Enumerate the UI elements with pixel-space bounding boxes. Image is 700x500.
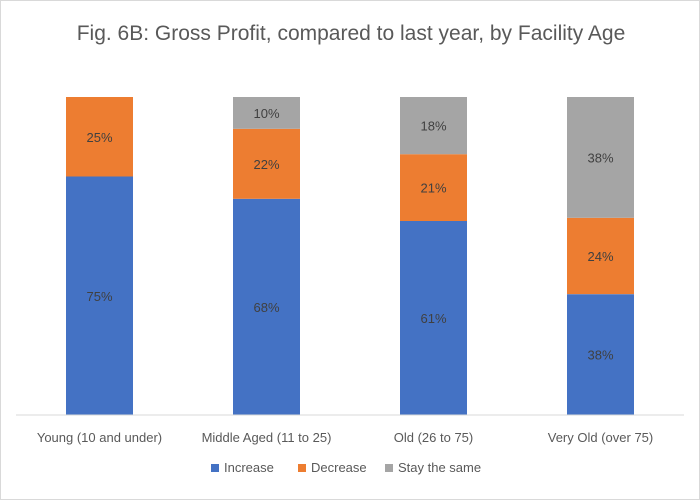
bar-decrease-2 <box>233 128 300 199</box>
bar-increase-2 <box>233 198 300 415</box>
data-label-increase-3: 61% <box>420 311 446 326</box>
x-tick-label-1: Young (10 and under) <box>37 430 162 445</box>
bar-stay-the-same-3 <box>400 97 467 155</box>
legend-swatch-increase <box>211 464 219 472</box>
x-tick-label-4: Very Old (over 75) <box>548 430 654 445</box>
legend-swatch-decrease <box>298 464 306 472</box>
bar-increase-3 <box>400 221 467 415</box>
bar-decrease-4 <box>567 217 634 295</box>
bar-increase-1 <box>66 176 133 415</box>
legend-swatch-stay-the-same <box>385 464 393 472</box>
bar-stay-the-same-4 <box>567 97 634 218</box>
data-label-increase-1: 75% <box>86 289 112 304</box>
bar-decrease-3 <box>400 154 467 221</box>
data-label-increase-4: 38% <box>587 348 613 363</box>
chart-title: Fig. 6B: Gross Profit, compared to last … <box>76 22 626 45</box>
data-label-decrease-4: 24% <box>587 249 613 264</box>
data-label-stay-the-same-2: 10% <box>253 106 279 121</box>
data-label-increase-2: 68% <box>253 300 279 315</box>
bar-decrease-1 <box>66 97 133 177</box>
legend-label-stay-the-same: Stay the same <box>398 460 481 475</box>
data-label-decrease-2: 22% <box>253 157 279 172</box>
data-label-decrease-1: 25% <box>86 130 112 145</box>
bar-increase-4 <box>567 294 634 415</box>
bar-stay-the-same-2 <box>233 97 300 129</box>
x-tick-label-3: Old (26 to 75) <box>394 430 474 445</box>
data-label-stay-the-same-3: 18% <box>420 119 446 134</box>
legend-label-decrease: Decrease <box>311 460 367 475</box>
data-label-stay-the-same-4: 38% <box>587 150 613 165</box>
legend-label-increase: Increase <box>224 460 274 475</box>
x-tick-label-2: Middle Aged (11 to 25) <box>202 430 332 445</box>
data-label-decrease-3: 21% <box>420 181 446 196</box>
